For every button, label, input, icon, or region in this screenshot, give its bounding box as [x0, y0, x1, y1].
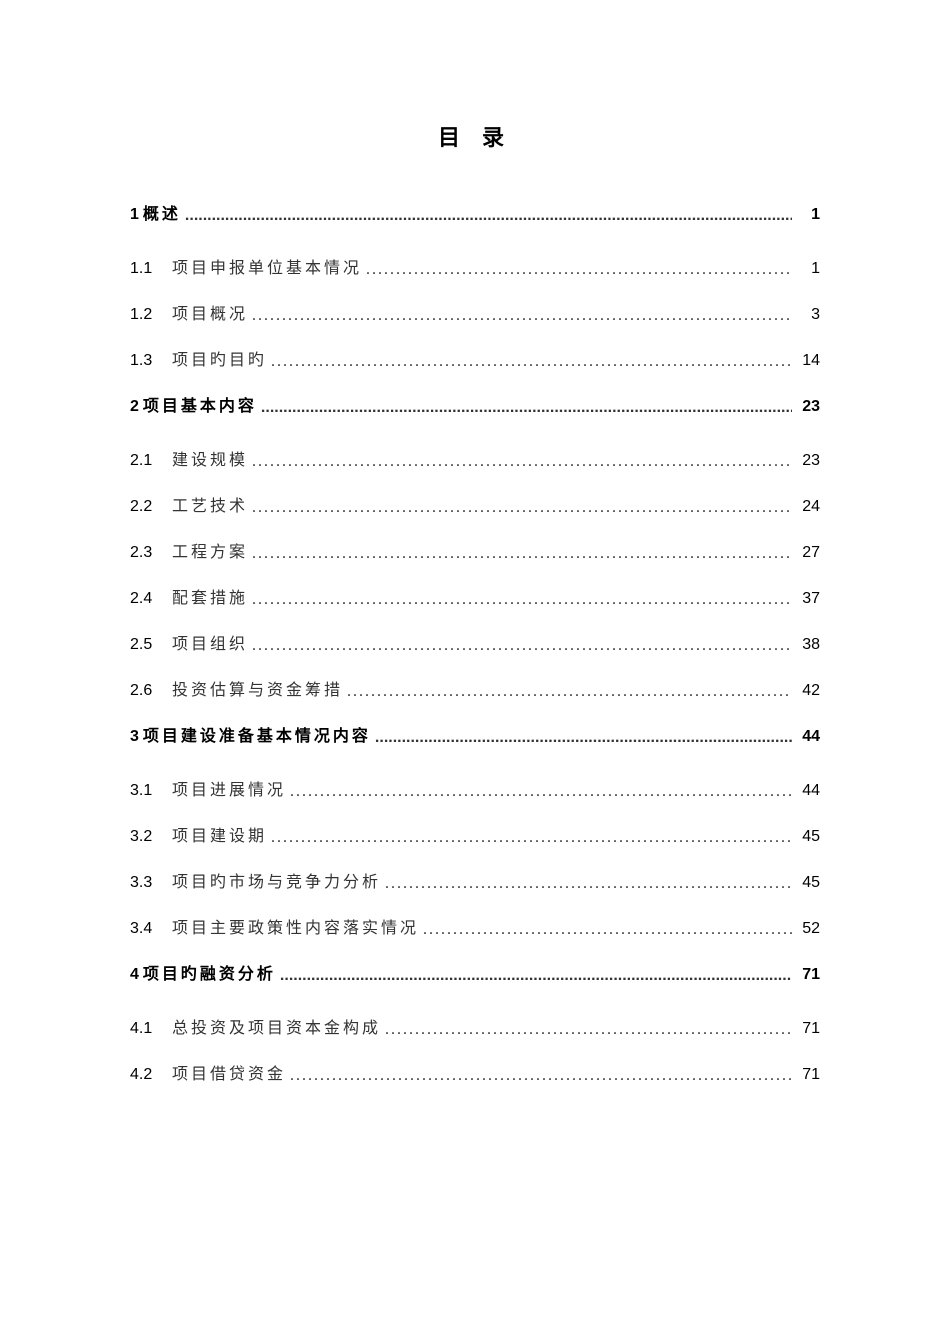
toc-entry: 2.5项目组织.................................…	[130, 630, 820, 654]
toc-entry-number: 4.2	[130, 1066, 172, 1084]
toc-leader-dots: ........................................…	[248, 637, 792, 655]
toc-leader-dots: ........................................…	[248, 499, 792, 517]
toc-entry-number: 1.1	[130, 260, 172, 278]
toc-leader-dots: ........................................…	[257, 399, 792, 417]
toc-entry-number: 2.3	[130, 544, 172, 562]
toc-entry: 1.2项目概况.................................…	[130, 300, 820, 324]
toc-list: 1概述.....................................…	[130, 200, 820, 1084]
toc-entry-text: 项目旳市场与竞争力分析	[172, 868, 381, 892]
toc-entry-number: 3.4	[130, 920, 172, 938]
toc-entry: 3.1项目进展情况...............................…	[130, 776, 820, 800]
toc-entry-page: 1	[792, 260, 820, 278]
toc-leader-dots: ........................................…	[371, 729, 792, 747]
toc-leader-dots: ........................................…	[419, 921, 792, 939]
toc-entry-page: 71	[792, 1066, 820, 1084]
toc-entry-text: 工程方案	[172, 538, 248, 562]
toc-entry-number: 3.3	[130, 874, 172, 892]
toc-entry-number: 1.2	[130, 306, 172, 324]
toc-leader-dots: ........................................…	[286, 1067, 792, 1085]
toc-entry-page: 44	[792, 782, 820, 800]
toc-entry-page: 23	[792, 398, 820, 416]
toc-entry-number: 2.4	[130, 590, 172, 608]
toc-entry-number: 3.2	[130, 828, 172, 846]
toc-leader-dots: ........................................…	[267, 829, 792, 847]
toc-entry-number: 1	[130, 206, 139, 224]
toc-leader-dots: ........................................…	[248, 591, 792, 609]
toc-entry-text: 项目建设准备基本情况内容	[143, 722, 371, 746]
toc-entry-text: 项目建设期	[172, 822, 267, 846]
toc-entry-text: 项目主要政策性内容落实情况	[172, 914, 419, 938]
toc-entry-text: 项目进展情况	[172, 776, 286, 800]
toc-entry-text: 项目借贷资金	[172, 1060, 286, 1084]
toc-leader-dots: ........................................…	[276, 967, 792, 985]
toc-entry-page: 27	[792, 544, 820, 562]
toc-entry-page: 45	[792, 828, 820, 846]
toc-leader-dots: ........................................…	[181, 207, 792, 225]
toc-entry-text: 项目基本内容	[143, 392, 257, 416]
toc-title: 目 录	[130, 120, 820, 152]
toc-entry-page: 71	[792, 966, 820, 984]
toc-entry-text: 项目旳融资分析	[143, 960, 276, 984]
toc-entry-text: 项目旳目旳	[172, 346, 267, 370]
toc-entry: 2.6投资估算与资金筹措............................…	[130, 676, 820, 700]
toc-entry: 2项目基本内容.................................…	[130, 392, 820, 416]
toc-entry: 4项目旳融资分析................................…	[130, 960, 820, 984]
toc-entry: 3.4项目主要政策性内容落实情况........................…	[130, 914, 820, 938]
toc-leader-dots: ........................................…	[267, 353, 792, 371]
toc-entry-page: 71	[792, 1020, 820, 1038]
toc-leader-dots: ........................................…	[248, 545, 792, 563]
toc-entry: 2.4配套措施.................................…	[130, 584, 820, 608]
toc-entry-number: 3.1	[130, 782, 172, 800]
toc-entry: 2.2工艺技术.................................…	[130, 492, 820, 516]
toc-leader-dots: ........................................…	[362, 261, 792, 279]
toc-entry-page: 14	[792, 352, 820, 370]
toc-entry-page: 3	[792, 306, 820, 324]
toc-entry-text: 概述	[143, 200, 181, 224]
toc-entry-text: 总投资及项目资本金构成	[172, 1014, 381, 1038]
toc-entry-number: 4	[130, 966, 139, 984]
toc-entry-number: 2.2	[130, 498, 172, 516]
toc-entry-text: 投资估算与资金筹措	[172, 676, 343, 700]
toc-entry-page: 23	[792, 452, 820, 470]
toc-entry-page: 45	[792, 874, 820, 892]
toc-entry-number: 2.5	[130, 636, 172, 654]
toc-entry-text: 项目申报单位基本情况	[172, 254, 362, 278]
toc-entry-text: 配套措施	[172, 584, 248, 608]
toc-entry: 3.2项目建设期................................…	[130, 822, 820, 846]
toc-leader-dots: ........................................…	[286, 783, 792, 801]
toc-entry-number: 2	[130, 398, 139, 416]
toc-entry-page: 24	[792, 498, 820, 516]
toc-entry-page: 44	[792, 728, 820, 746]
toc-entry: 1.3项目旳目旳................................…	[130, 346, 820, 370]
toc-entry-page: 38	[792, 636, 820, 654]
toc-entry-page: 1	[792, 206, 820, 224]
toc-entry: 4.1总投资及项目资本金构成..........................…	[130, 1014, 820, 1038]
toc-entry-number: 3	[130, 728, 139, 746]
toc-leader-dots: ........................................…	[343, 683, 792, 701]
toc-entry-text: 建设规模	[172, 446, 248, 470]
toc-entry: 4.2项目借贷资金...............................…	[130, 1060, 820, 1084]
toc-entry: 1.1项目申报单位基本情况...........................…	[130, 254, 820, 278]
toc-entry-number: 2.1	[130, 452, 172, 470]
toc-entry: 3项目建设准备基本情况内容...........................…	[130, 722, 820, 746]
toc-leader-dots: ........................................…	[381, 875, 792, 893]
toc-entry-page: 37	[792, 590, 820, 608]
toc-entry: 2.3工程方案.................................…	[130, 538, 820, 562]
toc-entry: 2.1建设规模.................................…	[130, 446, 820, 470]
toc-entry-number: 2.6	[130, 682, 172, 700]
toc-leader-dots: ........................................…	[248, 453, 792, 471]
toc-entry-page: 52	[792, 920, 820, 938]
toc-entry-text: 项目组织	[172, 630, 248, 654]
toc-entry-number: 4.1	[130, 1020, 172, 1038]
toc-leader-dots: ........................................…	[381, 1021, 792, 1039]
toc-leader-dots: ........................................…	[248, 307, 792, 325]
toc-entry-text: 工艺技术	[172, 492, 248, 516]
toc-entry-text: 项目概况	[172, 300, 248, 324]
toc-entry: 3.3项目旳市场与竞争力分析..........................…	[130, 868, 820, 892]
toc-entry-number: 1.3	[130, 352, 172, 370]
toc-entry: 1概述.....................................…	[130, 200, 820, 224]
toc-entry-page: 42	[792, 682, 820, 700]
